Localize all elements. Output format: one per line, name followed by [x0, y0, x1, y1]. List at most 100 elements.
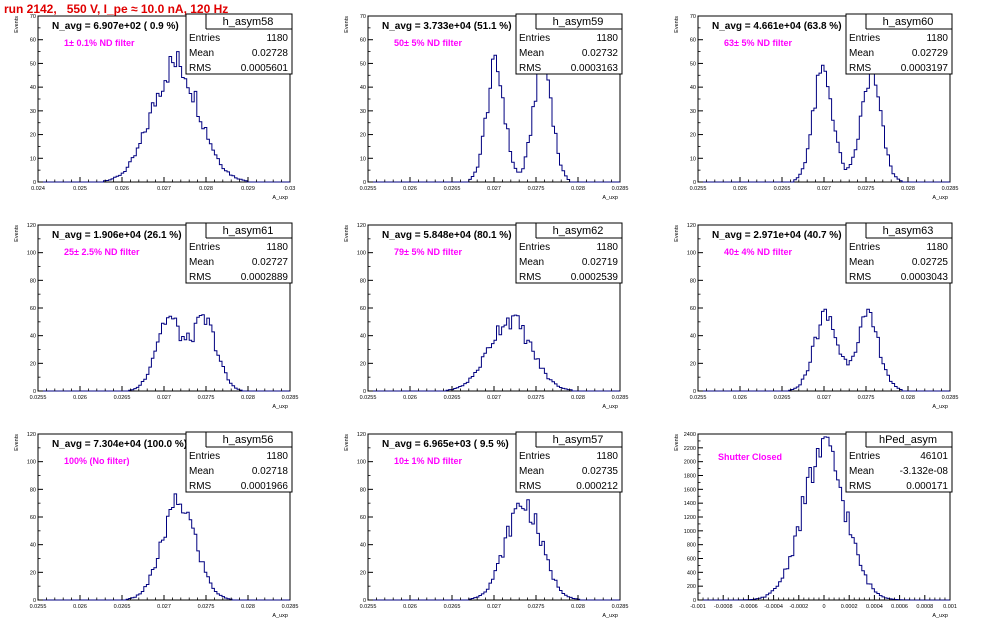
stats-value: 1180	[596, 33, 618, 44]
y-tick-label: 70	[30, 14, 36, 20]
histogram-line	[38, 493, 290, 601]
x-tick-label: 0.0275	[858, 186, 875, 192]
y-tick-label: 20	[30, 133, 36, 139]
stats-value: 0.0003043	[901, 272, 949, 283]
x-tick-label: 0.0255	[360, 395, 377, 401]
x-tick-label: 0.028	[199, 186, 213, 192]
x-tick-label: 0	[822, 604, 825, 610]
y-tick-label: 10	[690, 156, 696, 162]
filter-annotation: 100% (No filter)	[64, 456, 130, 466]
histogram-panel-h_asym58: 0.024 0.025 0.026 0.027 0.028 0.029 0.03 0 10 20 3…	[14, 13, 295, 201]
x-tick-label: 0.0265	[114, 604, 131, 610]
x-tick-label: 0.0004	[866, 604, 883, 610]
y-tick-label: 2200	[684, 446, 696, 452]
stats-value: 0.02729	[912, 48, 949, 59]
x-axis-label: A_uxp	[272, 195, 288, 201]
y-tick-label: 70	[360, 14, 366, 20]
x-axis-label: A_uxp	[602, 404, 618, 410]
x-axis-label: A_uxp	[602, 195, 618, 201]
y-tick-label: 100	[27, 460, 36, 466]
panel-title: N_avg = 6.907e+02 ( 0.9 %)	[52, 21, 179, 32]
histogram-panel-h_asym57: 0.0255 0.026 0.0265 0.027 0.0275 0.028 0.0285 0…	[344, 431, 628, 619]
y-tick-label: 30	[30, 109, 36, 115]
filter-annotation: 79± 5% ND filter	[394, 247, 462, 257]
x-tick-label: 0.028	[241, 604, 255, 610]
stats-value: 1180	[266, 242, 288, 253]
y-tick-label: 1800	[684, 474, 696, 480]
stats-value: 1180	[596, 451, 618, 462]
panel-title: N_avg = 6.965e+03 ( 9.5 %)	[382, 439, 509, 450]
x-tick-label: 0.026	[73, 395, 87, 401]
histogram-line	[698, 64, 950, 183]
x-tick-label: 0.0275	[528, 604, 545, 610]
stats-label: Entries	[519, 33, 550, 44]
y-tick-label: 120	[27, 223, 36, 229]
y-tick-label: 40	[690, 85, 696, 91]
stats-box	[185, 13, 293, 75]
y-tick-label: 0	[363, 389, 366, 395]
stats-value: 1180	[926, 242, 948, 253]
stats-label: Mean	[519, 48, 544, 59]
panel-title: N_avg = 2.971e+04 (40.7 %)	[712, 230, 842, 241]
histogram-name: h_asym62	[553, 225, 604, 237]
stats-box	[515, 222, 623, 284]
x-tick-label: 0.027	[487, 604, 501, 610]
x-tick-label: 0.0255	[360, 186, 377, 192]
histogram-name: h_asym60	[883, 16, 934, 28]
y-tick-label: 60	[360, 515, 366, 521]
stats-value: 0.000212	[576, 481, 618, 492]
y-tick-label: 80	[690, 278, 696, 284]
y-tick-label: 20	[30, 570, 36, 576]
stats-box	[845, 13, 953, 75]
x-tick-label: 0.0255	[690, 186, 707, 192]
x-tick-label: 0.0255	[360, 604, 377, 610]
stats-value: 0.02719	[582, 257, 619, 268]
stats-label: Entries	[189, 33, 220, 44]
x-tick-label: 0.0255	[30, 395, 47, 401]
y-tick-label: 100	[27, 251, 36, 257]
x-tick-label: 0.0265	[444, 395, 461, 401]
y-tick-label: 0	[693, 389, 696, 395]
stats-label: Entries	[849, 242, 880, 253]
stats-label: Entries	[189, 451, 220, 462]
x-tick-label: -0.0008	[714, 604, 733, 610]
stats-value: 0.02735	[582, 466, 619, 477]
y-tick-label: 40	[30, 334, 36, 340]
stats-value: 1180	[596, 242, 618, 253]
y-tick-label: 40	[360, 85, 366, 91]
stats-label: Mean	[519, 466, 544, 477]
y-tick-label: 40	[30, 543, 36, 549]
x-tick-label: 0.028	[241, 395, 255, 401]
y-tick-label: 30	[360, 109, 366, 115]
stats-value: 0.0005601	[241, 63, 289, 74]
y-tick-label: 120	[687, 223, 696, 229]
y-tick-label: 100	[357, 251, 366, 257]
y-tick-label: 100	[687, 251, 696, 257]
y-tick-label: 40	[690, 334, 696, 340]
y-tick-label: 50	[30, 61, 36, 67]
histogram-panel-hPed_asym: -0.001 -0.0008 -0.0006 -0.0004 -0.0002 0 0.000…	[674, 431, 957, 619]
stats-value: 0.0003163	[571, 63, 619, 74]
stats-box	[185, 222, 293, 284]
stats-label: RMS	[849, 481, 872, 492]
y-axis-label: Events	[674, 434, 680, 451]
x-tick-label: 0.027	[157, 395, 171, 401]
filter-annotation: 25± 2.5% ND filter	[64, 247, 140, 257]
y-tick-label: 20	[360, 133, 366, 139]
y-tick-label: 60	[30, 38, 36, 44]
x-tick-label: 0.026	[733, 186, 747, 192]
x-tick-label: 0.0255	[30, 604, 47, 610]
stats-label: Mean	[849, 48, 874, 59]
histogram-name: h_asym59	[553, 16, 604, 28]
y-tick-label: 60	[690, 38, 696, 44]
histogram-panel-h_asym56: 0.0255 0.026 0.0265 0.027 0.0275 0.028 0.0285 0…	[14, 431, 298, 619]
x-tick-label: 0.0275	[528, 395, 545, 401]
histogram-line	[38, 51, 290, 183]
y-tick-label: 10	[360, 156, 366, 162]
x-tick-label: 0.0255	[690, 395, 707, 401]
y-tick-label: 2000	[684, 460, 696, 466]
stats-label: RMS	[849, 63, 872, 74]
filter-annotation: Shutter Closed	[718, 452, 782, 462]
y-tick-label: 50	[360, 61, 366, 67]
